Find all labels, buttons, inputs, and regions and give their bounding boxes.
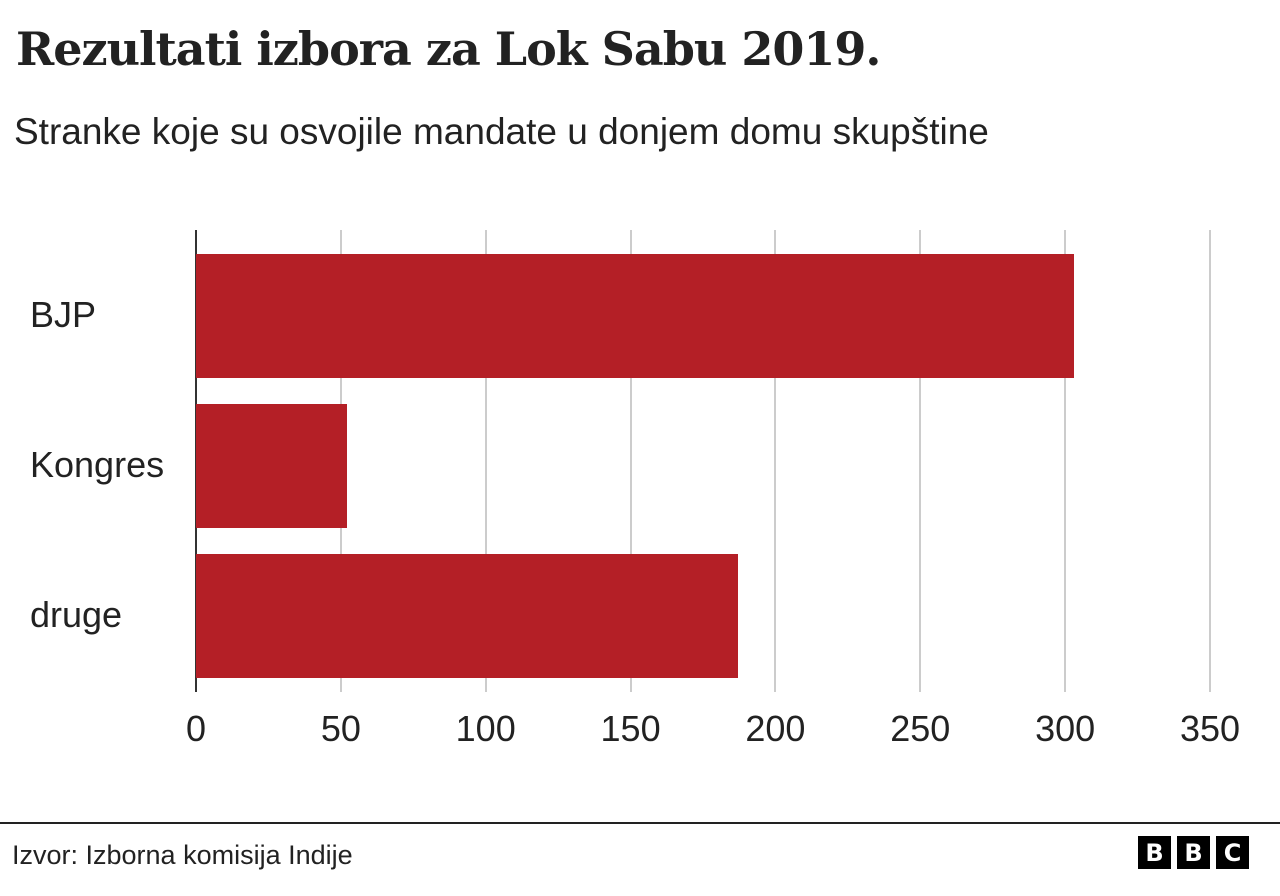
gridline [919,230,922,692]
logo-letter: C [1216,836,1249,869]
x-tick-label: 350 [1179,708,1241,749]
bar-druge [196,554,738,678]
logo-letter: B [1177,836,1210,869]
gridline [629,230,632,692]
x-tick-label: 150 [600,708,661,749]
source-note: Izvor: Izborna komisija Indije [12,840,353,870]
x-tick-label: 200 [745,708,806,749]
bar-bjp [196,254,1074,378]
bar-kongres [196,404,347,528]
x-tick-label: 100 [455,708,516,749]
x-tick-label: 250 [890,708,951,749]
category-label: BJP [30,294,97,335]
footer-divider [0,822,1280,824]
chart-title: Rezultati izbora za Lok Sabu 2019. [16,22,881,76]
x-tick-label: 50 [320,708,361,749]
x-tick-label: 300 [1035,708,1096,749]
chart-subtitle: Stranke koje su osvojile mandate u donje… [14,111,989,152]
gridline [774,230,777,692]
category-label: Kongres [30,444,165,485]
logo-letter: B [1138,836,1171,869]
category-label: druge [30,594,123,635]
gridline [1209,230,1211,692]
plot-area [195,230,1211,692]
bbc-logo: B B C [1138,836,1249,869]
gridline [484,230,487,692]
gridline [1064,230,1067,692]
x-tick-label: 0 [185,708,207,749]
